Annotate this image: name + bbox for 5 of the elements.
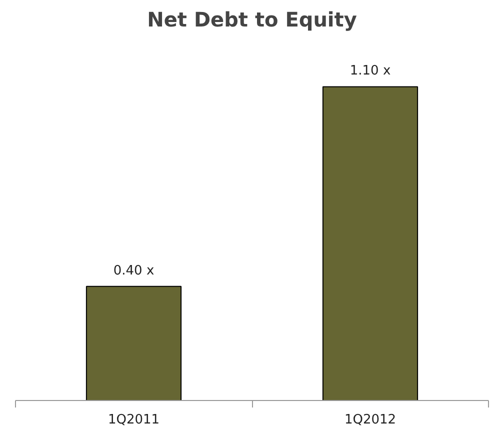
data-label: 0.40 x bbox=[113, 263, 154, 278]
data-label: 1.10 x bbox=[350, 64, 391, 79]
chart-title: Net Debt to Equity bbox=[147, 8, 357, 32]
x-tick-label: 1Q2012 bbox=[344, 412, 396, 428]
x-tick-label: 1Q2011 bbox=[108, 412, 160, 428]
